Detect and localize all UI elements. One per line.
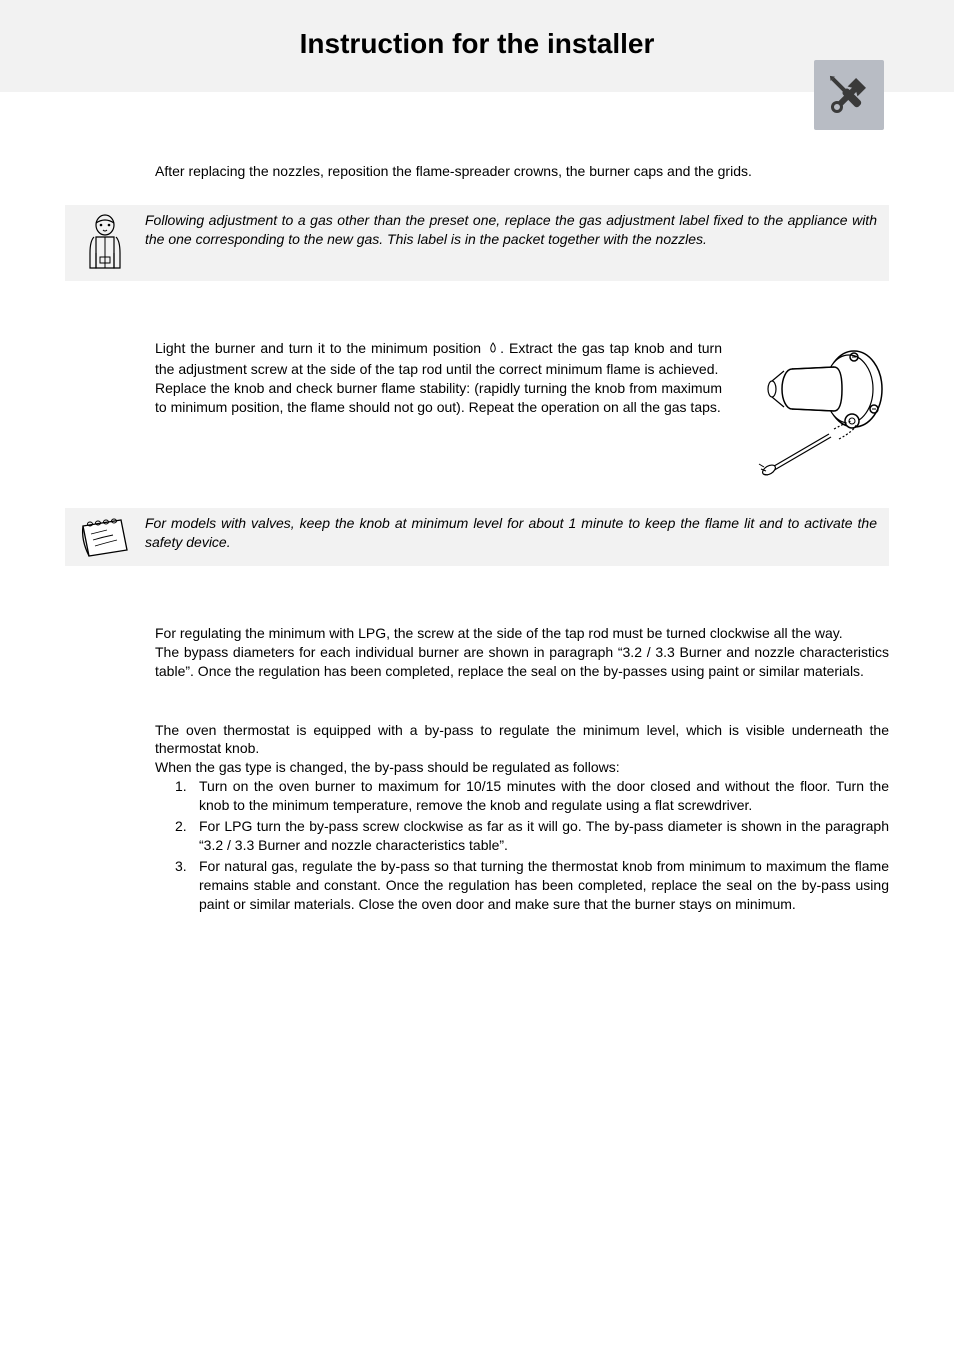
- note-box-label: Following adjustment to a gas other than…: [65, 205, 889, 281]
- note-label-text: Following adjustment to a gas other than…: [145, 211, 881, 249]
- note-box-valves: For models with valves, keep the knob at…: [65, 508, 889, 566]
- gas-tap-diagram-icon: [734, 339, 889, 484]
- page-title: Instruction for the installer: [20, 28, 934, 60]
- note-valves-text: For models with valves, keep the knob at…: [145, 514, 881, 552]
- list-number: 2.: [175, 817, 199, 855]
- lpg-paragraph-2: The bypass diameters for each individual…: [155, 643, 889, 681]
- list-number: 1.: [175, 777, 199, 815]
- minimum-flame-text: Light the burner and turn it to the mini…: [155, 339, 734, 417]
- flame-text-part3: Replace the knob and check burner flame …: [155, 379, 722, 417]
- small-flame-icon: [486, 341, 500, 360]
- header-bar: Instruction for the installer: [0, 0, 954, 92]
- list-number: 3.: [175, 857, 199, 914]
- minimum-flame-section: Light the burner and turn it to the mini…: [155, 339, 889, 484]
- oven-paragraph-2: When the gas type is changed, the by-pas…: [155, 758, 889, 777]
- list-item-text: For natural gas, regulate the by-pass so…: [199, 857, 889, 914]
- wrench-screwdriver-icon: [814, 60, 884, 130]
- lpg-paragraph-1: For regulating the minimum with LPG, the…: [155, 624, 889, 643]
- content-area: After replacing the nozzles, reposition …: [0, 92, 954, 913]
- list-item: 2. For LPG turn the by-pass screw clockw…: [175, 817, 889, 855]
- list-item-text: Turn on the oven burner to maximum for 1…: [199, 777, 889, 815]
- list-item: 3. For natural gas, regulate the by-pass…: [175, 857, 889, 914]
- list-item: 1. Turn on the oven burner to maximum fo…: [175, 777, 889, 815]
- intro-paragraph: After replacing the nozzles, reposition …: [155, 162, 889, 181]
- flame-text-part1: Light the burner and turn it to the mini…: [155, 340, 486, 356]
- list-item-text: For LPG turn the by-pass screw clockwise…: [199, 817, 889, 855]
- notebook-icon: [65, 514, 145, 560]
- oven-steps-list: 1. Turn on the oven burner to maximum fo…: [175, 777, 889, 913]
- oven-paragraph-1: The oven thermostat is equipped with a b…: [155, 721, 889, 759]
- installer-person-icon: [65, 211, 145, 275]
